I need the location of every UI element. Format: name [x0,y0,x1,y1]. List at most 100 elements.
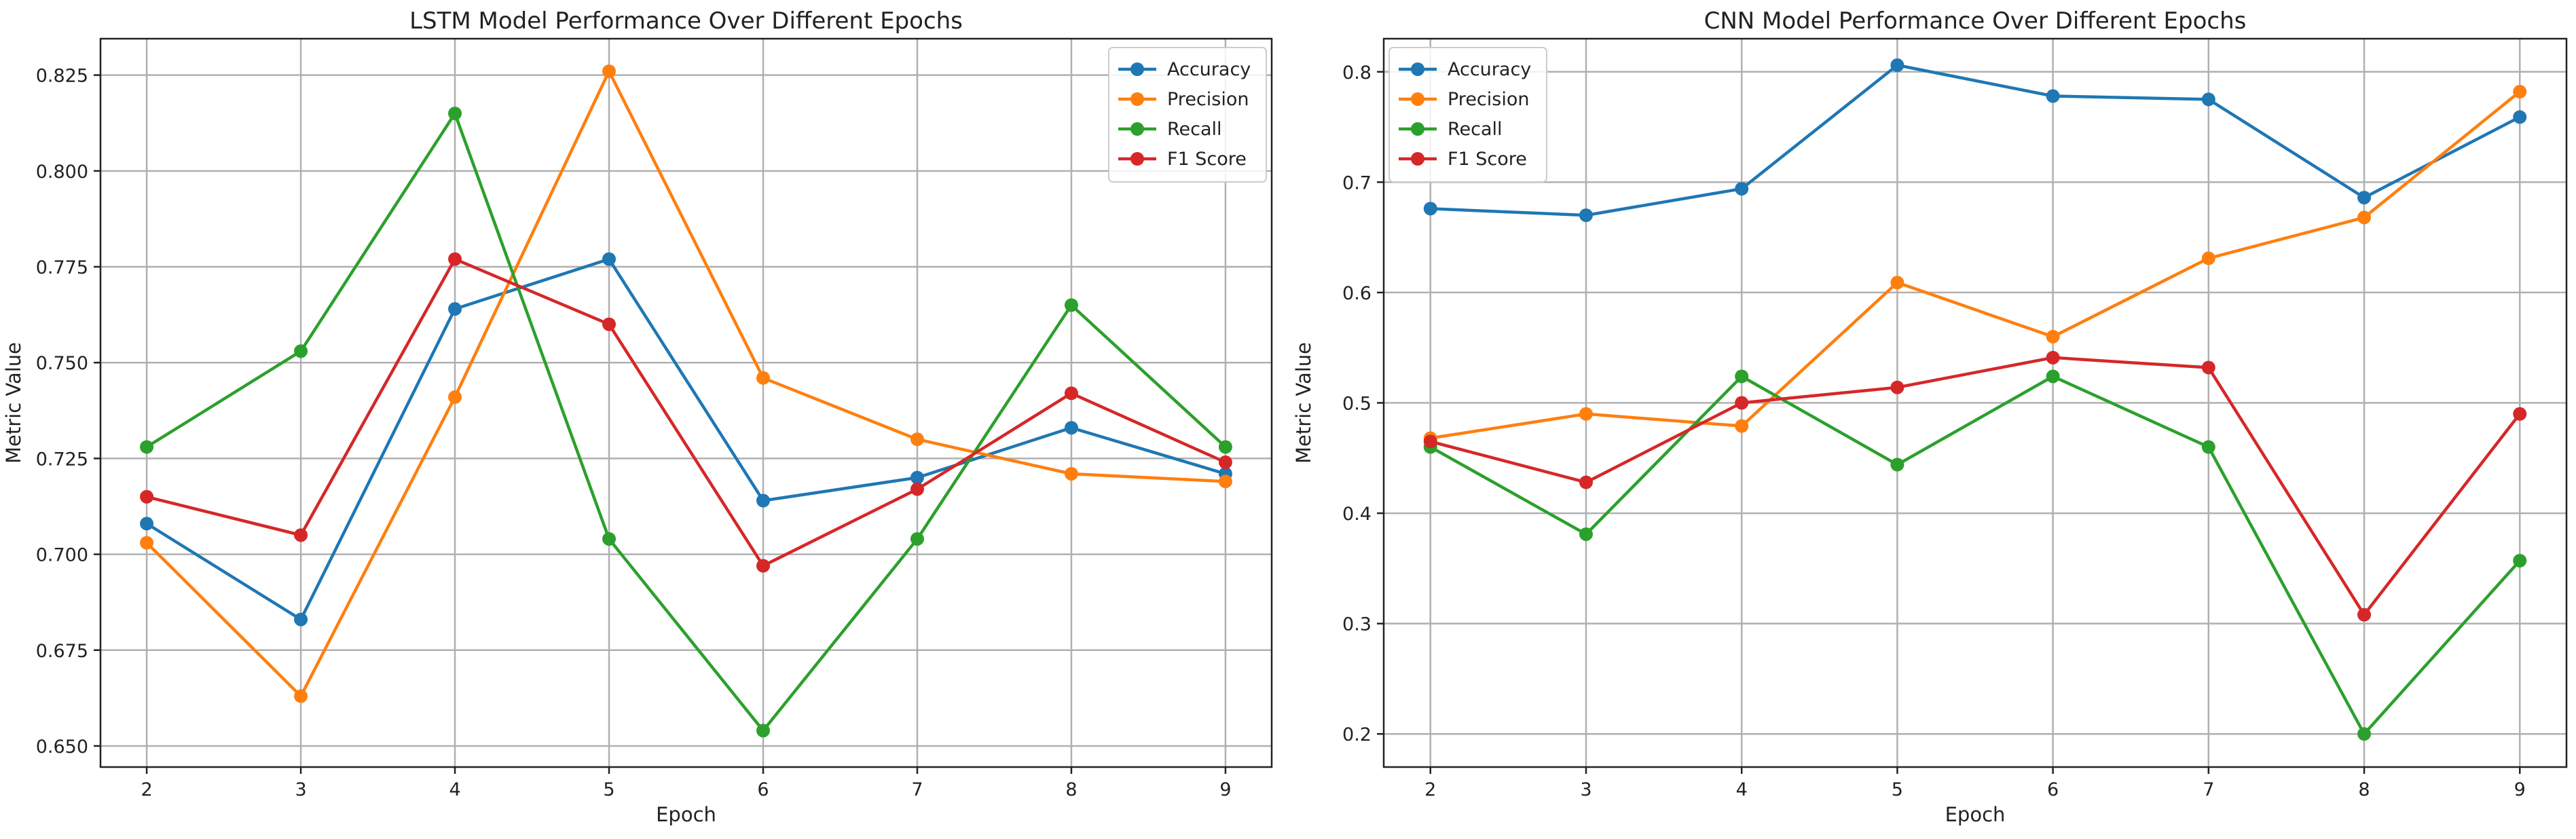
cnn-recall-point [1890,458,1905,472]
lstm-recall-point [910,532,924,546]
cnn-accuracy-line [1430,63,2521,217]
lstm-f1-score-point [294,528,308,542]
lstm-precision-point [294,689,308,703]
cnn-legend-f1-score-marker [1411,152,1424,166]
lstm-x-tick-label: 5 [603,779,614,800]
cnn-precision-line [1430,90,2521,440]
lstm-legend-f1-score-marker [1130,152,1144,166]
lstm-accuracy-point [140,517,154,531]
cnn-legend-f1-score-label: F1 Score [1448,149,1527,170]
lstm-x-tick-label: 4 [449,779,460,800]
lstm-y-axis-label: Metric Value [2,342,25,464]
cnn-precision-point [1579,407,1593,421]
lstm-legend-recall-label: Recall [1167,119,1222,140]
cnn-legend: Accuracy Precision Recall F1 Score [1388,47,1547,183]
cnn-x-tick-label: 8 [2358,779,2370,800]
cnn-legend-precision-marker [1411,92,1424,106]
lstm-recall-point [1218,440,1232,454]
lstm-x-tick-label: 6 [757,779,769,800]
cnn-precision-point [2513,85,2527,99]
lstm-f1-score-point [140,489,154,504]
cnn-x-tick-label: 4 [1736,779,1748,800]
lstm-legend-precision-label: Precision [1167,89,1249,110]
lstm-precision-line [145,69,1226,698]
cnn-precision-point [2201,251,2215,265]
lstm-y-tick-label: 0.700 [36,545,88,566]
lstm-recall-point [602,532,617,546]
cnn-legend-recall-marker [1411,122,1424,136]
cnn-y-tick-label: 0.5 [1342,394,1372,415]
lstm-legend-box [1108,47,1267,183]
lstm-accuracy-line [145,257,1226,621]
lstm-y-tick-label: 0.675 [36,641,88,662]
cnn-y-axis-label: Metric Value [1292,342,1315,464]
lstm-x-tick-label: 7 [911,779,923,800]
lstm-precision-point [1218,474,1232,489]
lstm-accuracy-point [602,252,617,266]
cnn-x-tick-label: 5 [1892,779,1903,800]
lstm-precision-point [756,371,770,385]
cnn-f1-score-point [2357,608,2372,622]
cnn-accuracy-point [2201,92,2215,107]
cnn-f1-score-point [2201,360,2215,375]
lstm-f1-score-point [602,317,617,331]
cnn-f1-score-point [2513,407,2527,421]
lstm-y-tick-label: 0.650 [36,737,88,758]
cnn-y-tick-label: 0.2 [1342,724,1372,745]
cnn-accuracy-point [1423,202,1437,216]
lstm-legend-accuracy-label: Accuracy [1167,59,1251,80]
cnn-recall-point [1579,527,1593,541]
lstm-recall-point [448,107,462,121]
lstm-accuracy-point [910,470,924,485]
cnn-y-tick-label: 0.3 [1342,614,1372,635]
cnn-recall-point [1735,369,1749,384]
cnn-precision-point [2046,329,2060,343]
cnn-legend-accuracy-label: Accuracy [1448,59,1531,80]
cnn-accuracy-point [2046,89,2060,103]
lstm-f1-score-line [146,257,1226,567]
cnn-x-tick-label: 6 [2047,779,2059,800]
cnn-recall-point [2357,727,2372,741]
cnn-chart-title: CNN Model Performance Over Different Epo… [1704,7,2247,35]
lstm-recall-point [140,440,154,454]
lstm-y-tick-label: 0.825 [36,66,88,87]
lstm-recall-point [756,724,770,738]
lstm-precision-point [1064,466,1078,481]
lstm-x-tick-label: 3 [295,779,306,800]
lstm-x-tick-label: 2 [141,779,152,800]
lstm-legend-accuracy-marker [1130,62,1144,76]
lstm-y-tick-label: 0.725 [36,449,88,470]
lstm-accuracy-point [1064,421,1078,435]
cnn-precision-point [1890,276,1905,290]
cnn-recall-point [2046,369,2060,384]
cnn-f1-score-point [1735,396,1749,410]
cnn-legend-recall-label: Recall [1448,119,1503,140]
lstm-f1-score-point [1064,386,1078,400]
cnn-x-axis-label: Epoch [1945,803,2006,826]
lstm-y-tick-label: 0.800 [36,162,88,183]
lstm-precision-point [602,64,617,79]
cnn-y-tick-label: 0.8 [1342,62,1372,83]
lstm-plot-frame [99,37,1273,768]
cnn-legend-precision-label: Precision [1448,89,1529,110]
cnn-f1-score-line [1430,356,2521,616]
lstm-precision-point [448,390,462,405]
lstm-x-axis-label: Epoch [656,803,716,826]
cnn-f1-score-point [1579,475,1593,489]
cnn-legend-accuracy-marker [1411,62,1424,76]
cnn-x-tick-label: 2 [1424,779,1436,800]
lstm-chart: 2 3 4 5 6 7 8 9 0.650 0.675 0.700 0.725 0.750 0.775 0.… [2,7,1273,826]
lstm-recall-point [1064,298,1078,312]
cnn-legend-box [1388,47,1547,183]
cnn-f1-score-point [2046,350,2060,365]
cnn-accuracy-point [2357,191,2372,205]
lstm-legend-precision-marker [1130,92,1144,106]
cnn-accuracy-point [1579,208,1593,223]
cnn-precision-point [2357,210,2372,225]
cnn-recall-point [2201,440,2215,454]
lstm-precision-point [910,432,924,447]
lstm-precision-point [140,536,154,550]
lstm-y-tick-label: 0.750 [36,353,88,374]
cnn-y-tick-label: 0.6 [1342,283,1372,304]
cnn-x-tick-label: 3 [1580,779,1591,800]
